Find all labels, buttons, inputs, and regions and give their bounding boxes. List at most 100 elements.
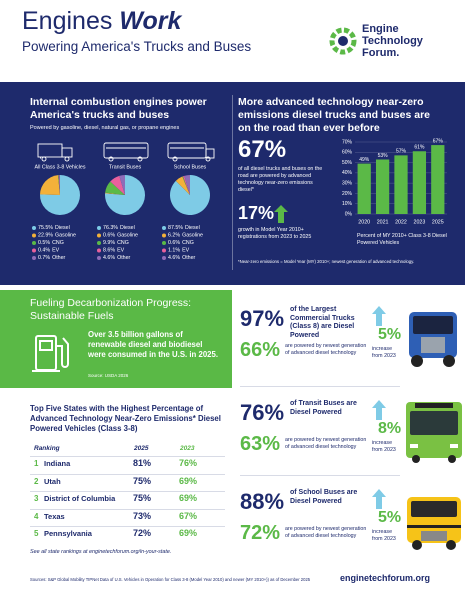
value-2025: 81%	[133, 458, 152, 468]
legend-value: 0.6%	[103, 233, 115, 239]
logo-line: Forum.	[362, 47, 400, 59]
states-note: See all state rankings at enginetechforu…	[30, 549, 172, 555]
legend-entry: 9.9% CNG	[103, 240, 129, 246]
increase-text: increase from 2023	[372, 346, 396, 359]
legend-label: Diesel	[120, 225, 135, 231]
pie-slice	[105, 181, 125, 195]
rank: 3	[34, 494, 39, 503]
bar	[431, 145, 445, 214]
up-arrow	[372, 306, 386, 326]
section-heading: Fueling Decarbonization Progress: Sustai…	[30, 297, 192, 322]
state-name: District of Columbia	[44, 494, 116, 503]
legend-entry: 22.9% Gasoline	[38, 233, 76, 239]
legend-swatch	[97, 226, 101, 230]
y-tick-label: 50%	[342, 160, 353, 166]
title-emphasis: Work	[119, 7, 182, 35]
row-divider	[30, 456, 225, 457]
chart-caption: Percent of MY 2010+ Class 3-8 Diesel Pow…	[357, 233, 447, 246]
title-text: Engines	[22, 7, 113, 35]
share-stat: 97%	[240, 306, 285, 331]
bar	[375, 159, 390, 214]
logo-icon	[329, 27, 357, 55]
legend-entry: 4.6% Other	[168, 255, 196, 261]
section-heading: More advanced technology near-zero emiss…	[238, 96, 431, 134]
arrow-shape	[372, 489, 386, 509]
y-tick-label: 70%	[342, 139, 353, 145]
pie-slice	[110, 175, 125, 195]
legend-label: Diesel	[185, 225, 200, 231]
legend-entry: 76.3% Diesel	[103, 225, 135, 231]
bar	[412, 151, 427, 214]
y-tick-label: 60%	[342, 150, 353, 156]
legend-entry: 8.6% EV	[103, 248, 125, 254]
panel-divider	[240, 386, 400, 387]
share-text: of School Buses are Diesel Powered	[290, 489, 358, 505]
legend-value: 9.9%	[103, 240, 115, 246]
share-text: of Transit Buses are Diesel Powered	[290, 400, 357, 416]
legend-label: CNG	[182, 240, 194, 246]
bar	[394, 155, 408, 214]
legend-entry: 0.6% Gasoline	[103, 233, 138, 239]
up-arrow	[274, 205, 288, 223]
legend-label: Gasoline	[117, 233, 138, 239]
share-stat: 88%	[240, 489, 285, 514]
pie-slice	[59, 175, 60, 195]
legend-label: Gasoline	[182, 233, 203, 239]
legend-value: 75.5%	[38, 225, 53, 231]
newest-stat: 63%	[240, 433, 281, 455]
row-divider	[30, 473, 225, 474]
stat-text: of all diesel trucks and buses on the ro…	[238, 166, 323, 193]
value-label: 53%	[378, 153, 389, 159]
pie-slice	[57, 175, 60, 195]
rank: 5	[34, 529, 39, 538]
value-label: 67%	[433, 138, 444, 144]
pie-slice	[175, 176, 190, 195]
row-divider	[30, 508, 225, 509]
pie-slice	[119, 175, 125, 195]
rank: 1	[34, 459, 39, 468]
legend-entry: 6.2% Gasoline	[168, 233, 203, 239]
value-2025: 72%	[133, 528, 152, 538]
vehicle-image	[406, 402, 462, 463]
vehicle-icons	[37, 142, 215, 162]
logo-line: Technology	[362, 35, 423, 47]
growth-text: growth in Model Year 2010+ registrations…	[238, 227, 312, 240]
newest-text: are powered by newest generation of adva…	[285, 343, 367, 356]
row-divider	[30, 491, 225, 492]
logo-text: Engine Technology Forum.	[362, 23, 423, 59]
legend-entry: 87.5% Diesel	[168, 225, 200, 231]
y-tick-label: 10%	[342, 201, 353, 207]
newest-stat: 66%	[240, 339, 281, 361]
legend-label: EV	[117, 248, 125, 254]
legend-swatch	[162, 233, 166, 238]
up-arrow	[372, 489, 386, 509]
legend-value: 0.5%	[38, 240, 50, 246]
legend-label: EV	[52, 248, 60, 254]
row-divider	[30, 526, 225, 527]
y-tick-label: 30%	[342, 180, 353, 186]
newest-stat: 72%	[240, 522, 281, 544]
legend-entry: 0.6% CNG	[168, 240, 194, 246]
fuel-pump-icon	[32, 335, 69, 372]
legend-value: 22.9%	[38, 233, 53, 239]
legend-label: Gasoline	[55, 233, 76, 239]
value-label: 49%	[359, 157, 370, 163]
legend-swatch	[162, 241, 166, 245]
legend-entry: 75.5% Diesel	[38, 225, 70, 231]
column-header: 2025	[134, 445, 149, 452]
legend-value: 0.6%	[168, 240, 180, 246]
value-2023: 76%	[179, 458, 198, 468]
source: Source: USDA 2026	[88, 373, 129, 378]
legend-value: 8.6%	[103, 248, 115, 254]
column-header: 2023	[180, 445, 195, 452]
school-bus-icon	[167, 142, 215, 162]
share-text: of the Largest Commercial Trucks (Class …	[290, 306, 355, 339]
subtitle: Powering America's Trucks and Buses	[22, 39, 252, 54]
legend-value: 6.2%	[168, 233, 180, 239]
legend-swatch	[32, 226, 36, 230]
legend-value: 4.6%	[168, 255, 180, 261]
x-tick-label: 2025	[432, 219, 444, 225]
rank: 2	[34, 476, 39, 486]
